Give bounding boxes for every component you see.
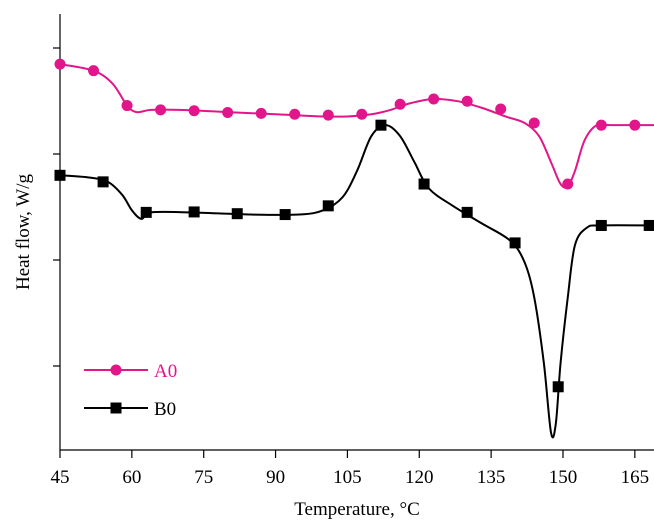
data-point [231,208,243,220]
legend-label: B0 [154,399,176,420]
series-line [59,124,654,439]
data-point [461,206,473,218]
data-point [279,209,291,221]
x-tick-label: 105 [333,467,362,488]
data-point [97,176,109,188]
x-tick-label: 120 [405,467,434,488]
data-point [188,206,200,218]
x-tick-label: 45 [51,467,70,488]
x-ticks: 45 60 75 90 105 120 135 150 165 [51,450,650,488]
data-point [394,98,406,110]
legend-marker [110,364,122,376]
data-point [188,105,200,117]
data-point [222,107,234,119]
series-b0 [54,119,654,439]
data-point [528,117,540,129]
data-point [322,200,334,212]
y-axis-title: Heat flow, W/g [13,173,34,290]
data-point [289,108,301,120]
x-tick-label: 150 [549,467,578,488]
data-point [356,108,368,120]
data-point [595,119,607,131]
x-tick-label: 165 [621,467,650,488]
data-point [418,178,430,190]
x-tick-label: 135 [477,467,506,488]
data-point [552,381,564,393]
data-point [495,103,507,115]
data-point [629,119,641,131]
data-point [155,104,167,116]
data-point [255,107,267,119]
data-point [375,119,387,131]
series-group [54,58,654,439]
data-point [322,109,334,121]
x-tick-label: 60 [122,467,141,488]
data-point [54,58,66,70]
data-point [88,65,100,77]
legend-marker [110,402,122,414]
series-a0 [54,58,654,190]
data-point [461,95,473,107]
data-point [595,219,607,231]
x-tick-label: 90 [266,467,285,488]
legend-label: A0 [154,361,177,382]
data-point [643,219,654,231]
data-point [428,93,440,105]
data-point [54,169,66,181]
axes [53,14,654,451]
data-point [562,178,574,190]
legend: A0 B0 [84,361,177,420]
data-point [140,206,152,218]
data-point [509,237,521,249]
x-axis-title: Temperature, °C [294,499,420,520]
x-tick-label: 75 [194,467,213,488]
data-point [121,100,133,112]
